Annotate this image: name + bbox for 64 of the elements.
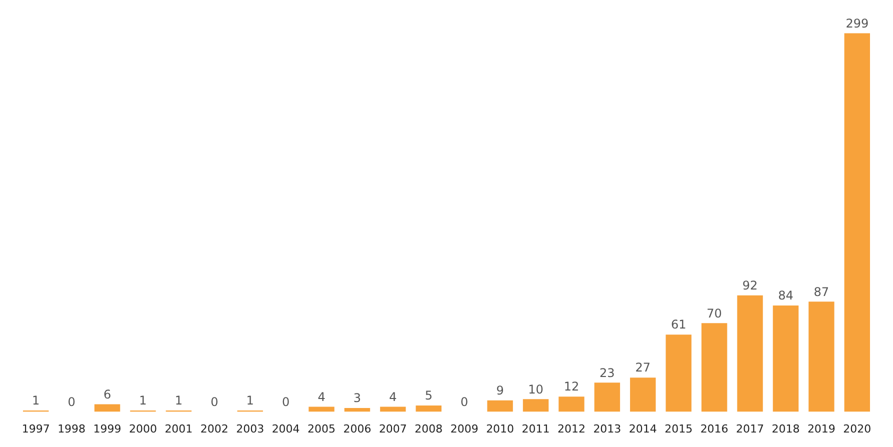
x-tick-label: 2014 bbox=[628, 422, 657, 436]
x-tick-label: 2019 bbox=[807, 422, 836, 436]
data-label: 4 bbox=[318, 390, 326, 404]
data-label: 10 bbox=[528, 382, 544, 396]
x-tick-label: 1997 bbox=[22, 422, 50, 436]
data-label: 0 bbox=[210, 394, 218, 409]
data-label: 87 bbox=[814, 284, 830, 299]
x-tick-label: 2009 bbox=[450, 422, 478, 436]
bar bbox=[844, 33, 870, 412]
data-label: 0 bbox=[68, 394, 76, 409]
data-label: 84 bbox=[778, 288, 794, 303]
bar bbox=[737, 295, 763, 412]
bar bbox=[808, 302, 834, 412]
data-label: 27 bbox=[635, 360, 651, 375]
bar bbox=[558, 396, 584, 412]
data-label: 9 bbox=[496, 384, 504, 398]
bar bbox=[308, 406, 334, 412]
data-label: 6 bbox=[103, 387, 112, 402]
x-tick-label: 2005 bbox=[308, 422, 336, 436]
bar bbox=[380, 406, 406, 412]
data-label: 23 bbox=[600, 366, 615, 380]
data-label: 5 bbox=[424, 388, 432, 403]
bar bbox=[344, 408, 370, 412]
data-label: 0 bbox=[460, 394, 468, 409]
bar bbox=[522, 399, 549, 412]
bar bbox=[594, 382, 620, 412]
data-label: 3 bbox=[353, 391, 362, 406]
bar bbox=[772, 305, 799, 412]
data-label: 0 bbox=[282, 394, 290, 409]
x-tick-label: 2006 bbox=[343, 422, 372, 436]
bar bbox=[94, 404, 120, 412]
data-label: 299 bbox=[846, 16, 869, 30]
data-label: 12 bbox=[564, 380, 580, 394]
x-tick-label: 2008 bbox=[414, 422, 443, 436]
x-tick-label: 2012 bbox=[557, 422, 586, 436]
data-label: 70 bbox=[706, 306, 722, 320]
x-tick-label: 2017 bbox=[736, 422, 764, 436]
x-tick-label: 2000 bbox=[128, 422, 157, 436]
x-tick-label: 2010 bbox=[486, 422, 514, 436]
data-label: 1 bbox=[139, 394, 147, 408]
x-tick-label: 2002 bbox=[200, 422, 228, 436]
bar bbox=[416, 405, 442, 412]
data-label: 61 bbox=[670, 318, 686, 332]
data-label: 1 bbox=[174, 394, 183, 408]
x-tick-label: 2003 bbox=[236, 422, 264, 436]
x-tick-label: 2018 bbox=[772, 422, 800, 436]
bar bbox=[487, 400, 513, 412]
x-tick-label: 2016 bbox=[700, 422, 728, 436]
data-label: 1 bbox=[32, 394, 40, 408]
bar bbox=[630, 378, 656, 412]
x-tick-label: 2011 bbox=[522, 422, 550, 436]
x-tick-label: 1998 bbox=[58, 422, 86, 436]
data-label: 1 bbox=[246, 394, 254, 408]
data-label: 4 bbox=[389, 390, 397, 404]
x-tick-label: 1999 bbox=[93, 422, 122, 436]
x-tick-label: 2020 bbox=[843, 422, 872, 436]
x-tick-label: 2007 bbox=[378, 422, 407, 436]
x-tick-label: 2004 bbox=[272, 422, 300, 436]
bar bbox=[666, 334, 692, 412]
data-label: 92 bbox=[742, 278, 758, 292]
x-tick-label: 2013 bbox=[593, 422, 622, 436]
x-tick-label: 2015 bbox=[664, 422, 693, 436]
bar bbox=[701, 323, 728, 412]
x-tick-label: 2001 bbox=[164, 422, 193, 436]
